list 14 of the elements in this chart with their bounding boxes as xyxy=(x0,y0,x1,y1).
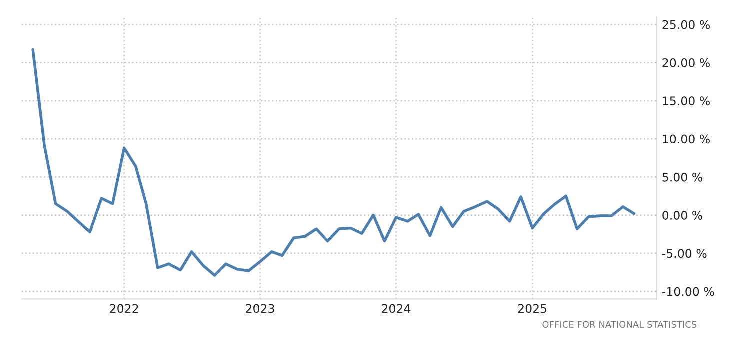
text: OFFICE FOR NATIONAL STATISTICS xyxy=(542,321,697,328)
x-tick-label: 2022 xyxy=(110,304,138,314)
y-tick-label: 10.00 % xyxy=(663,134,710,144)
x-tick-label: 2024 xyxy=(382,304,411,314)
y-tick-label: 5.00 % xyxy=(662,172,702,182)
y-tick-label: 15.00 % xyxy=(663,96,710,106)
y-tick-label: 0.00 % xyxy=(662,211,702,220)
y-tick-label: 20.00 % xyxy=(662,58,710,68)
y-tick-label: 25.00 % xyxy=(662,20,710,30)
x-tick-label: 2023 xyxy=(246,304,274,314)
x-tick-label: 2025 xyxy=(518,304,547,314)
y-tick-label: -5.00 % xyxy=(662,249,707,258)
y-tick-label: -10.00 % xyxy=(662,287,714,296)
line-series xyxy=(32,48,636,277)
